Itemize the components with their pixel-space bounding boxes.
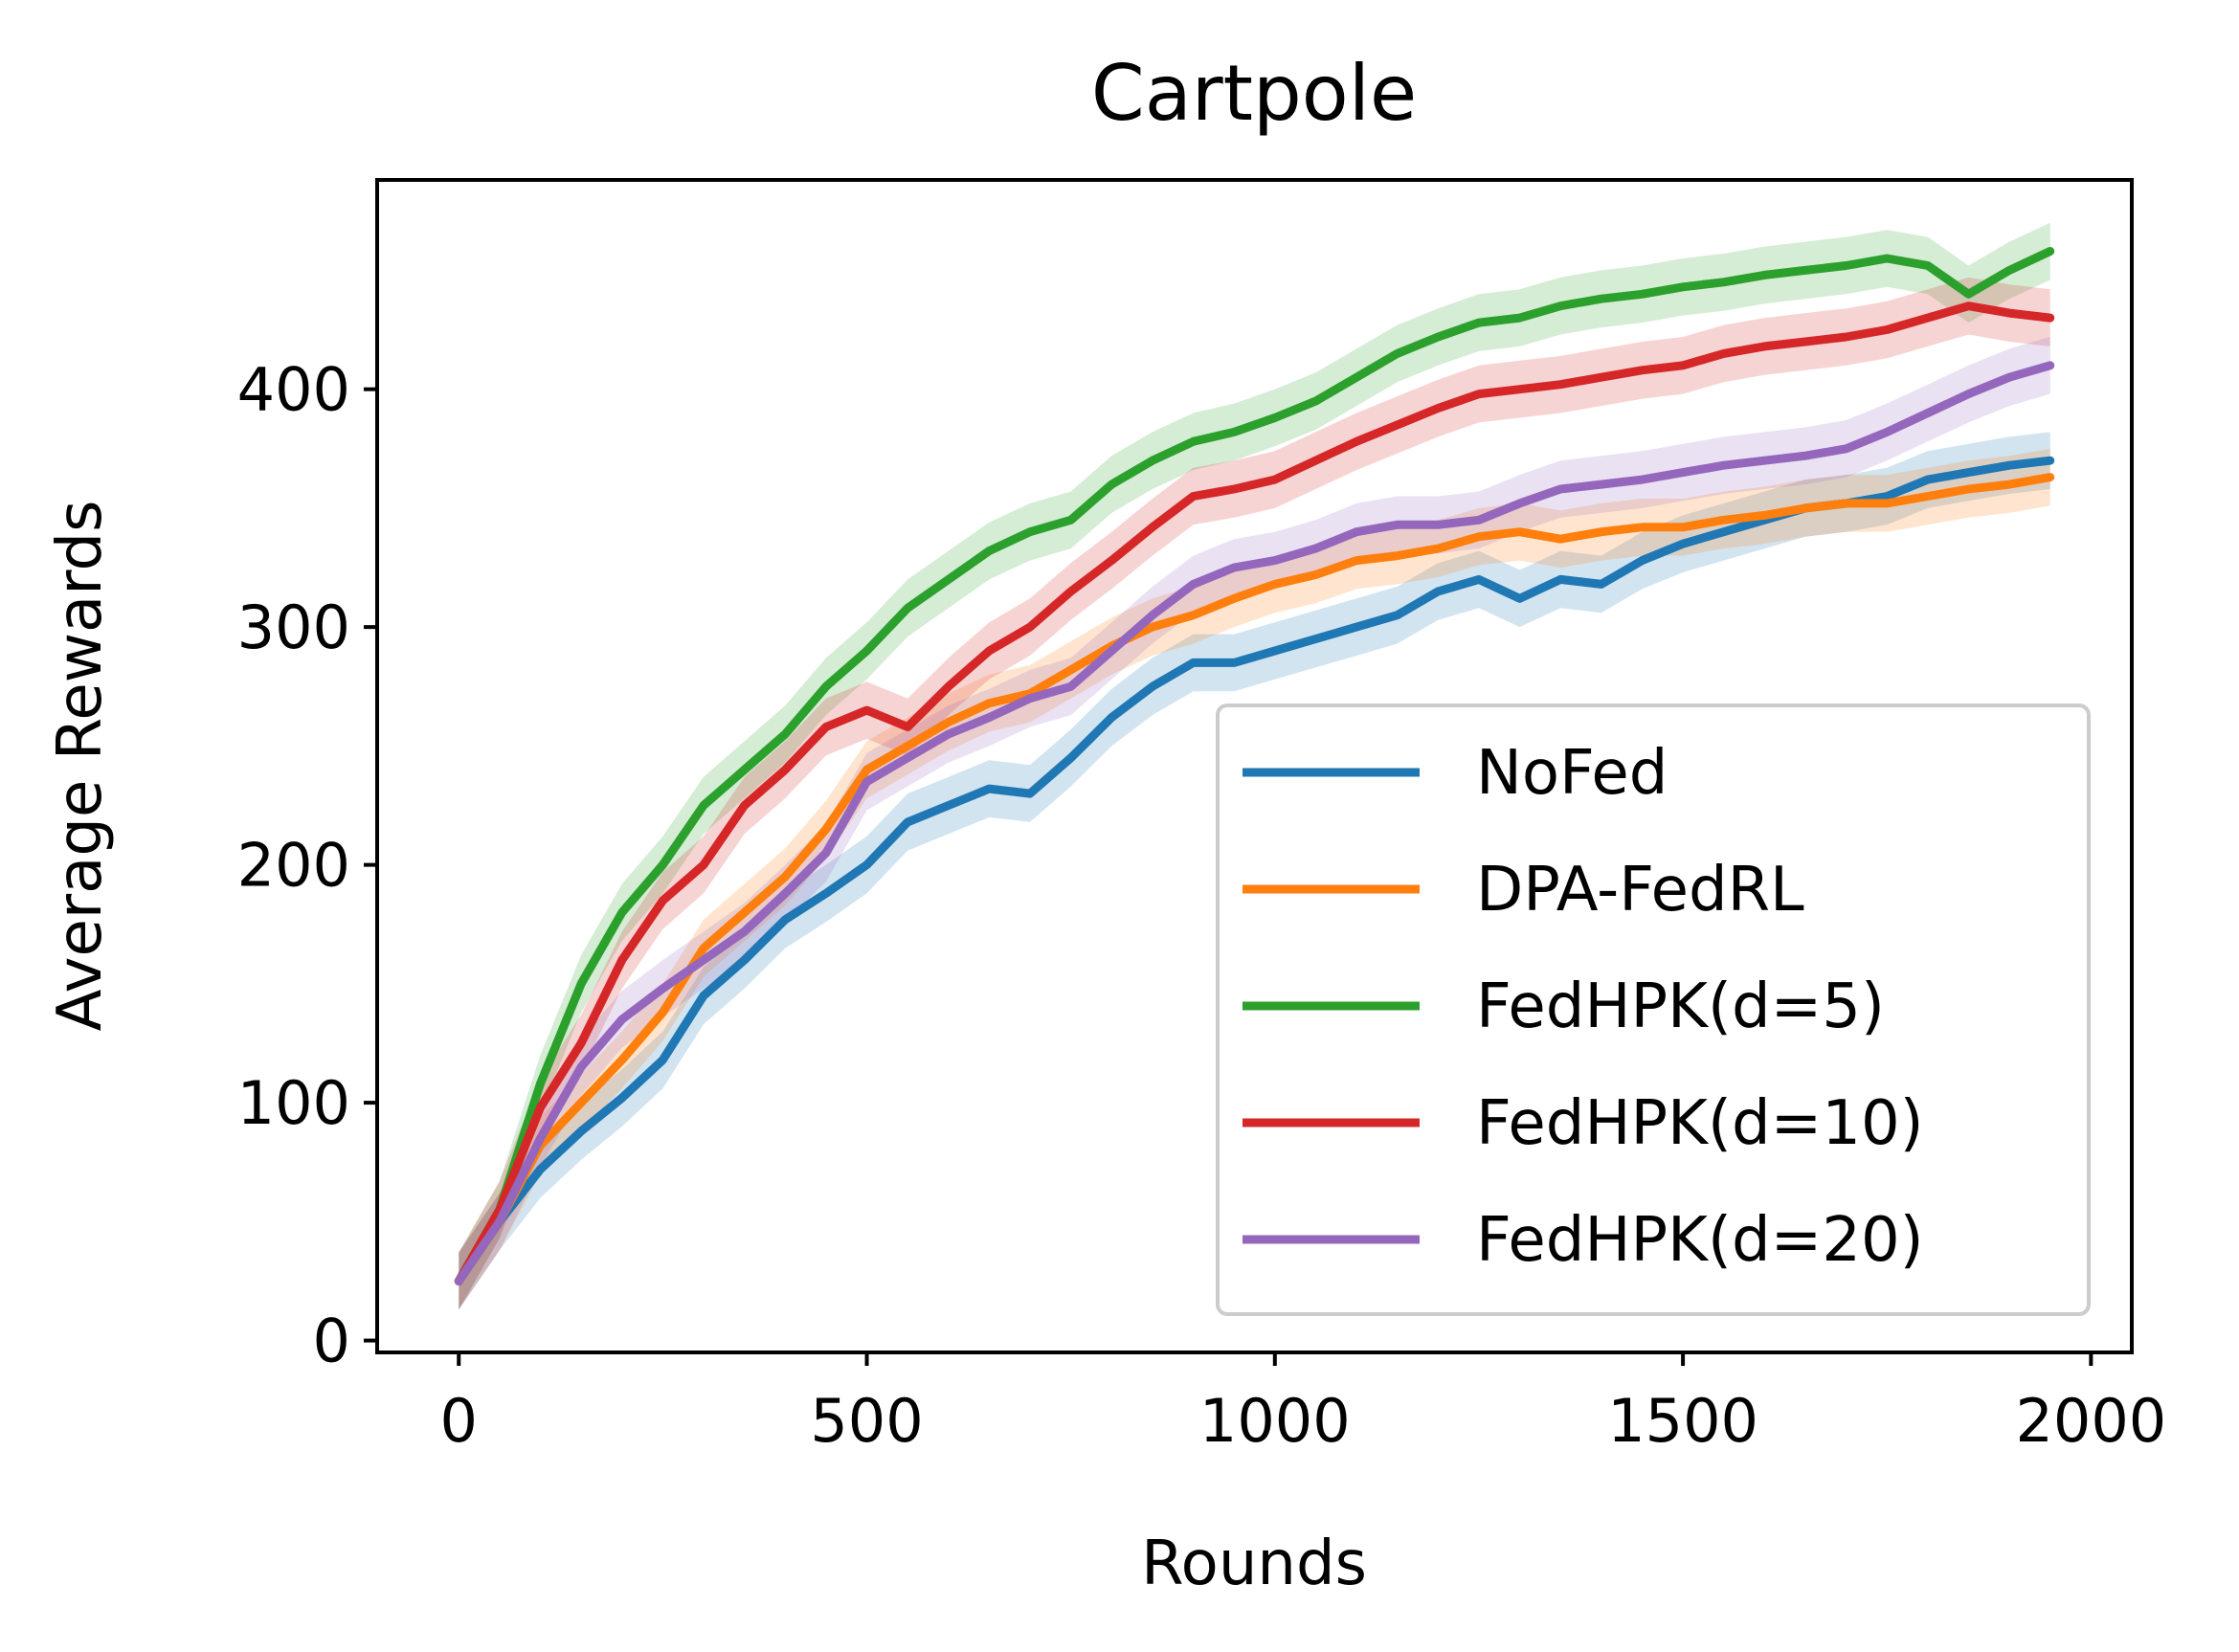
legend-box	[1216, 703, 2091, 1316]
y-tick-label: 100	[237, 1068, 350, 1138]
series-line-dpa-fedrl	[454, 473, 2055, 1285]
x-axis-label: Rounds	[1141, 1529, 1367, 1599]
x-tick-label: 1000	[1199, 1386, 1351, 1456]
legend-entries: NoFed DPA-FedRL FedHPK(d=5) FedHPK(d=10) Fed…	[1243, 738, 1924, 1276]
series-line-fedhpk-d-5	[454, 247, 2055, 1285]
series-line-fedhpk-d-10	[454, 301, 2055, 1285]
legend-label: DPA-FedRL	[1476, 855, 1804, 926]
legend-label: NoFed	[1476, 738, 1668, 809]
x-tick-label: 0	[440, 1386, 478, 1456]
series-band-fedhpk-d-5	[459, 222, 2050, 1310]
series-band-nofed	[459, 432, 2050, 1310]
y-tick-label: 0	[313, 1306, 350, 1376]
legend-label: FedHPK(d=20)	[1476, 1205, 1924, 1276]
legend-label: FedHPK(d=10)	[1476, 1088, 1924, 1159]
y-axis-label: Average Rewards	[45, 501, 116, 1032]
x-tick-label: 500	[810, 1386, 923, 1456]
plot-frame	[375, 178, 2134, 1354]
y-axis-ticks: 0 100 200 300 400	[237, 355, 377, 1376]
y-tick-label: 400	[237, 355, 350, 425]
x-tick-label: 2000	[2015, 1386, 2166, 1456]
x-tick-label: 1500	[1607, 1386, 1758, 1456]
y-tick-label: 200	[237, 831, 350, 901]
series-line-fedhpk-d-20	[454, 361, 2055, 1285]
x-axis-ticks: 0 500 1000 1500 2000	[440, 1352, 2166, 1456]
legend-label: FedHPK(d=5)	[1476, 971, 1885, 1042]
y-tick-label: 300	[237, 592, 350, 662]
series-lines	[454, 247, 2055, 1285]
legend: NoFed DPA-FedRL FedHPK(d=5) FedHPK(d=10) Fed…	[1216, 703, 2091, 1316]
chart-title: Cartpole	[1091, 49, 1417, 138]
